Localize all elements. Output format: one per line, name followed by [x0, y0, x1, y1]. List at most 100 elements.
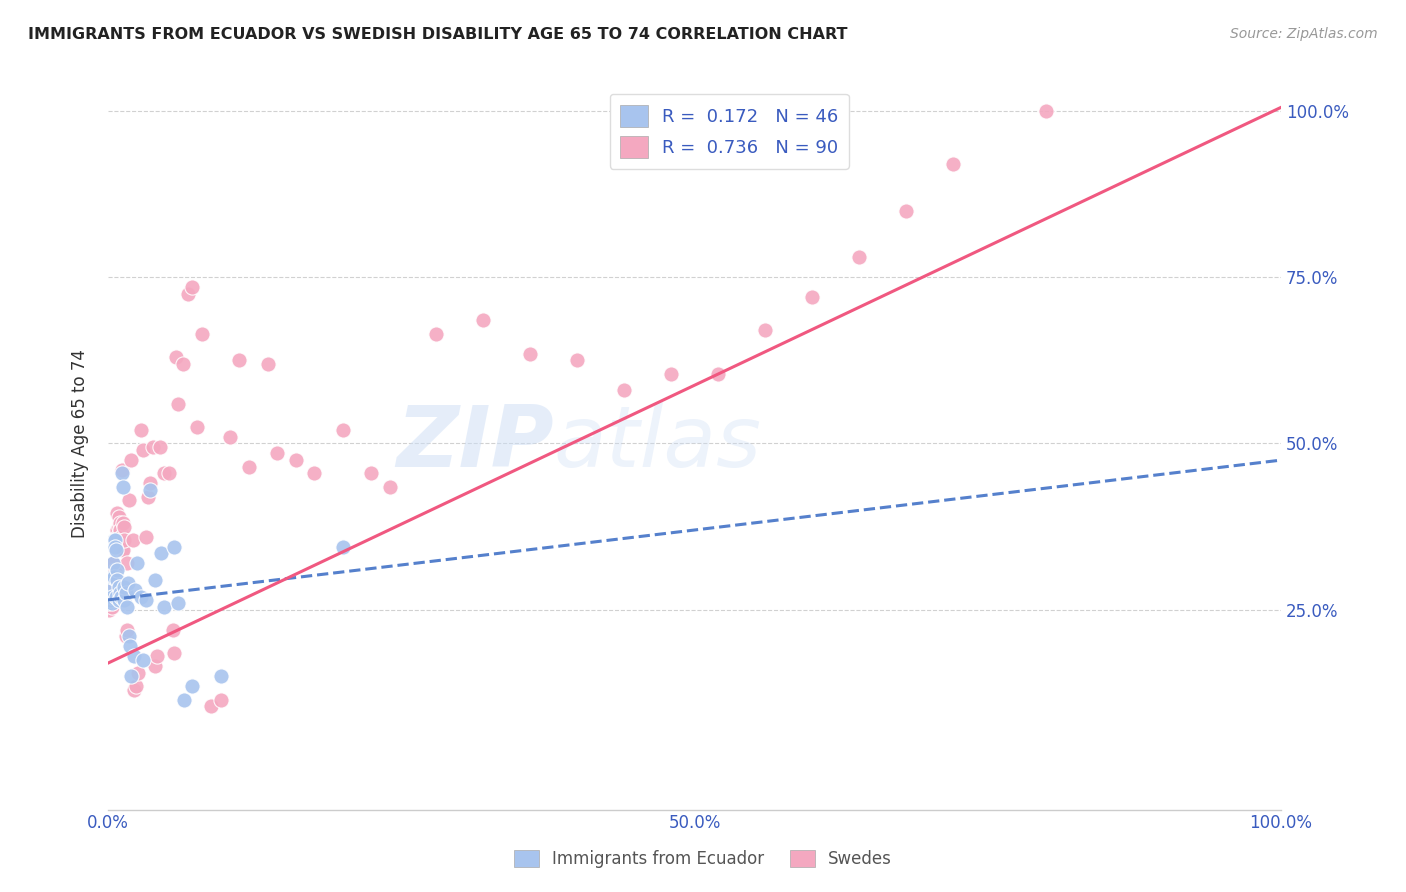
Point [98, 582, 121, 597]
Point [112, 533, 135, 547]
Point [519, 346, 541, 360]
Point [1035, 103, 1057, 118]
Point [100, 596, 122, 610]
Point [97, 596, 120, 610]
Point [132, 653, 155, 667]
Point [107, 580, 129, 594]
Point [136, 490, 159, 504]
Point [115, 623, 138, 637]
Point [104, 586, 127, 600]
Point [103, 580, 125, 594]
Point [146, 649, 169, 664]
Point [105, 573, 128, 587]
Point [103, 569, 125, 583]
Point [115, 599, 138, 614]
Point [108, 536, 131, 550]
Point [101, 573, 124, 587]
Point [121, 533, 143, 547]
Point [165, 350, 187, 364]
Point [127, 666, 149, 681]
Point [162, 623, 184, 637]
Point [104, 563, 127, 577]
Point [425, 326, 447, 341]
Point [112, 480, 135, 494]
Legend: Immigrants from Ecuador, Swedes: Immigrants from Ecuador, Swedes [508, 843, 898, 875]
Point [104, 573, 127, 587]
Point [98, 603, 121, 617]
Point [98, 596, 121, 610]
Point [157, 467, 180, 481]
Point [101, 590, 124, 604]
Point [112, 593, 135, 607]
Point [100, 573, 122, 587]
Point [112, 580, 135, 594]
Point [103, 590, 125, 604]
Point [98, 593, 121, 607]
Point [105, 507, 128, 521]
Point [941, 157, 963, 171]
Point [110, 590, 132, 604]
Point [120, 669, 142, 683]
Point [103, 533, 125, 547]
Legend: R =  0.172   N = 46, R =  0.736   N = 90: R = 0.172 N = 46, R = 0.736 N = 90 [610, 94, 849, 169]
Point [114, 586, 136, 600]
Point [107, 519, 129, 533]
Point [115, 556, 138, 570]
Point [105, 563, 128, 577]
Point [238, 459, 260, 474]
Point [108, 523, 131, 537]
Point [98, 590, 121, 604]
Point [173, 692, 195, 706]
Point [111, 467, 134, 481]
Y-axis label: Disability Age 65 to 74: Disability Age 65 to 74 [72, 349, 89, 538]
Point [163, 540, 186, 554]
Point [149, 546, 172, 560]
Point [111, 543, 134, 558]
Point [105, 543, 128, 558]
Point [186, 420, 208, 434]
Point [167, 596, 190, 610]
Point [104, 540, 127, 554]
Point [118, 630, 141, 644]
Point [107, 593, 129, 607]
Point [118, 493, 141, 508]
Point [163, 646, 186, 660]
Point [181, 680, 204, 694]
Point [112, 543, 135, 558]
Point [127, 556, 149, 570]
Point [124, 582, 146, 597]
Text: IMMIGRANTS FROM ECUADOR VS SWEDISH DISABILITY AGE 65 TO 74 CORRELATION CHART: IMMIGRANTS FROM ECUADOR VS SWEDISH DISAB… [28, 27, 848, 42]
Point [135, 530, 157, 544]
Point [209, 692, 232, 706]
Point [105, 523, 128, 537]
Point [120, 640, 142, 654]
Point [117, 576, 139, 591]
Point [209, 669, 232, 683]
Point [567, 353, 589, 368]
Text: atlas: atlas [554, 402, 762, 485]
Point [112, 519, 135, 533]
Point [122, 649, 145, 664]
Point [754, 323, 776, 337]
Point [108, 536, 131, 550]
Point [135, 593, 157, 607]
Point [122, 682, 145, 697]
Text: ZIP: ZIP [396, 402, 554, 485]
Point [110, 530, 132, 544]
Point [848, 250, 870, 264]
Point [105, 590, 128, 604]
Point [177, 286, 200, 301]
Point [894, 203, 917, 218]
Point [332, 423, 354, 437]
Point [191, 326, 214, 341]
Point [108, 516, 131, 531]
Point [120, 453, 142, 467]
Point [111, 463, 134, 477]
Point [800, 290, 823, 304]
Point [112, 516, 135, 531]
Point [125, 680, 148, 694]
Point [97, 590, 120, 604]
Point [143, 573, 166, 587]
Point [149, 440, 172, 454]
Point [103, 569, 125, 583]
